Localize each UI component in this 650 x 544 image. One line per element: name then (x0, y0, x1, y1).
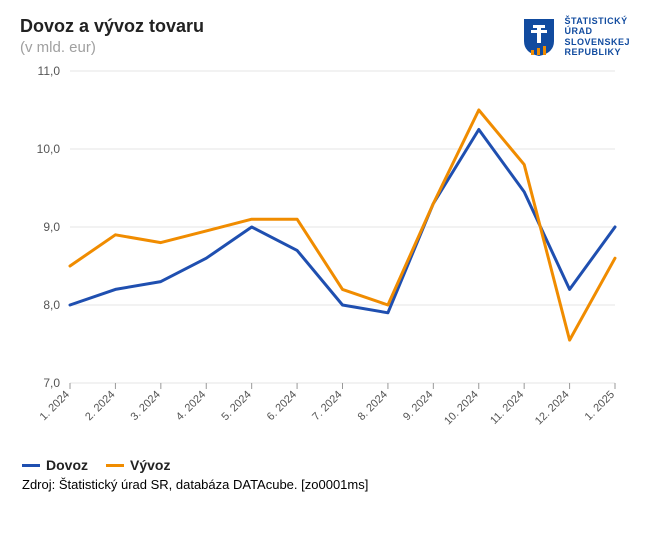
legend-swatch (22, 464, 40, 467)
svg-text:10,0: 10,0 (37, 142, 61, 156)
source-text: Zdroj: Štatistický úrad SR, databáza DAT… (20, 477, 630, 492)
logo-line-1: ŠTATISTICKÝ (564, 16, 630, 26)
svg-text:12. 2024: 12. 2024 (533, 389, 572, 428)
chart-subtitle: (v mld. eur) (20, 39, 204, 56)
svg-text:2. 2024: 2. 2024 (83, 389, 117, 423)
logo-line-3: SLOVENSKEJ (564, 37, 630, 47)
svg-text:1. 2025: 1. 2025 (583, 389, 617, 423)
logo-text: ŠTATISTICKÝ ÚRAD SLOVENSKEJ REPUBLIKY (564, 16, 630, 57)
svg-text:7. 2024: 7. 2024 (310, 389, 344, 423)
legend-item-vyvoz: Vývoz (106, 457, 170, 473)
logo-line-4: REPUBLIKY (564, 47, 630, 57)
svg-text:1. 2024: 1. 2024 (38, 389, 72, 423)
chart-title: Dovoz a vývoz tovaru (20, 16, 204, 37)
chart-plot: 7,0 8,0 9,0 10,0 11,0 1. 2024 2. 2024 3. 2024 4.… (20, 63, 630, 453)
svg-text:9. 2024: 9. 2024 (401, 389, 435, 423)
logo-line-2: ÚRAD (564, 26, 630, 36)
legend-swatch (106, 464, 124, 467)
svg-text:8. 2024: 8. 2024 (356, 389, 390, 423)
svg-text:11. 2024: 11. 2024 (488, 389, 526, 427)
svg-text:3. 2024: 3. 2024 (129, 389, 163, 423)
legend: Dovoz Vývoz (20, 457, 630, 473)
svg-text:9,0: 9,0 (43, 220, 60, 234)
chart-container: Dovoz a vývoz tovaru (v mld. eur) ŠTATIS… (0, 0, 650, 544)
svg-text:5. 2024: 5. 2024 (219, 389, 253, 423)
legend-item-dovoz: Dovoz (22, 457, 88, 473)
legend-label: Vývoz (130, 457, 170, 473)
line-chart-svg: 7,0 8,0 9,0 10,0 11,0 1. 2024 2. 2024 3. 2024 4.… (20, 63, 630, 453)
header: Dovoz a vývoz tovaru (v mld. eur) ŠTATIS… (20, 16, 630, 57)
svg-text:11,0: 11,0 (38, 64, 61, 78)
legend-label: Dovoz (46, 457, 88, 473)
logo: ŠTATISTICKÝ ÚRAD SLOVENSKEJ REPUBLIKY (522, 16, 630, 57)
svg-text:10. 2024: 10. 2024 (442, 389, 481, 428)
svg-text:7,0: 7,0 (43, 376, 60, 390)
svg-text:6. 2024: 6. 2024 (265, 389, 299, 423)
svg-text:8,0: 8,0 (43, 298, 60, 312)
shield-icon (522, 17, 556, 57)
svg-text:4. 2024: 4. 2024 (174, 389, 208, 423)
title-block: Dovoz a vývoz tovaru (v mld. eur) (20, 16, 204, 56)
